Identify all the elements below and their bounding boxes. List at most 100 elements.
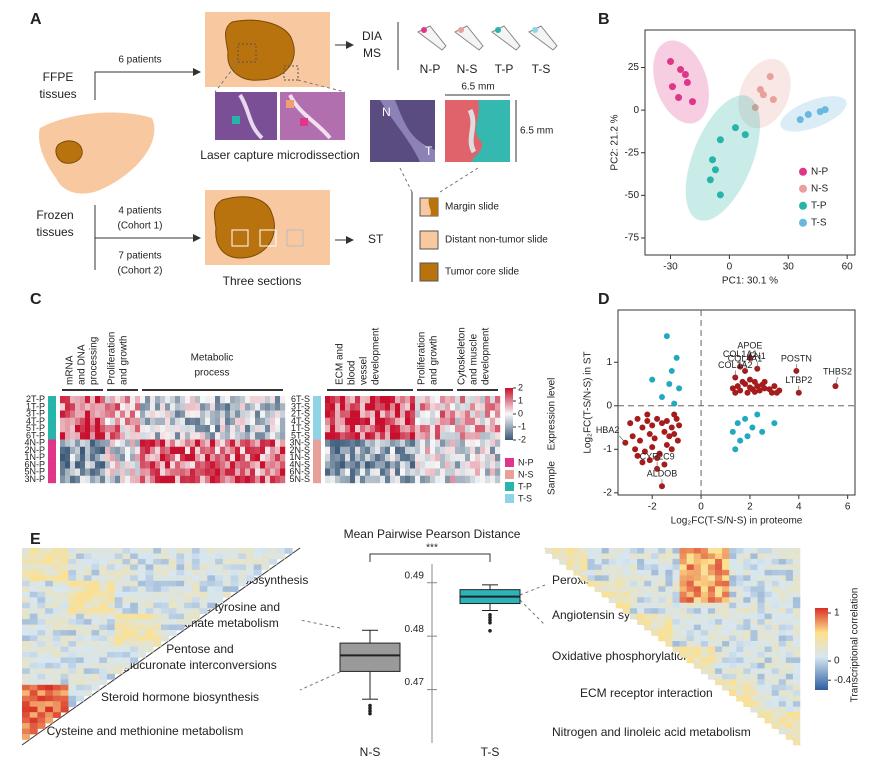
heatmap-cell (205, 439, 211, 447)
heatmap-cell (672, 553, 680, 560)
heatmap-cell (693, 597, 702, 604)
heatmap-cell (76, 646, 85, 653)
heatmap-cell (130, 591, 139, 598)
heatmap-cell (275, 454, 281, 462)
heatmap-cell (22, 597, 31, 604)
label: DIA (362, 29, 382, 43)
heatmap-cell (76, 569, 85, 576)
slide-icon (419, 230, 439, 250)
heatmap-cell (280, 403, 286, 411)
heatmap-cell (68, 613, 77, 620)
heatmap-cell (210, 432, 216, 440)
colorbar-tick-label: 1 (834, 608, 840, 619)
heatmap-cell (410, 446, 416, 455)
heatmap-cell (672, 646, 680, 653)
heatmap-cell (122, 608, 131, 614)
heatmap-cell (75, 454, 81, 462)
heatmap-cell (270, 417, 276, 426)
heatmap-cell (365, 439, 371, 447)
heatmap-cell (215, 475, 221, 484)
heatmap-cell (651, 613, 659, 620)
heatmap-cell (335, 417, 341, 426)
heatmap-cell (750, 608, 758, 614)
heatmap-cell (415, 454, 421, 462)
heatmap-cell (630, 558, 638, 565)
heatmap-cell (686, 564, 695, 571)
heatmap-cell (175, 410, 181, 418)
point (666, 433, 673, 440)
heatmap-cell (380, 403, 386, 411)
heatmap-cell (137, 602, 146, 609)
heatmap-cell (792, 701, 801, 707)
heatmap-cell (340, 468, 346, 476)
label: 4 patients (118, 206, 161, 217)
heatmap-cell (470, 475, 476, 484)
heatmap-cell (686, 657, 695, 664)
heatmap-cell (778, 624, 787, 631)
heatmap-cell (68, 619, 77, 625)
heatmap-cell (191, 602, 200, 609)
heatmap-cell (693, 646, 702, 653)
heatmap-cell (105, 410, 111, 418)
heatmap-cell (195, 446, 201, 455)
heatmap-cell (80, 468, 86, 476)
heatmap-cell (651, 569, 659, 576)
heatmap-cell (757, 695, 765, 702)
heatmap-cell (630, 613, 638, 620)
row-label: 1T-P (26, 401, 45, 411)
heatmap-cell (470, 417, 476, 426)
heatmap-cell (693, 591, 702, 598)
heatmap-cell (743, 558, 751, 565)
heatmap-cell (757, 575, 765, 582)
heatmap-cell (455, 432, 461, 440)
heatmap-cell (686, 624, 695, 631)
heatmap-cell (207, 564, 216, 571)
heatmap-cell (275, 403, 281, 411)
point (751, 388, 758, 395)
heatmap-cell (130, 602, 139, 609)
heatmap-cell (757, 684, 765, 691)
heatmap-cell (679, 651, 687, 658)
heatmap-cell (345, 468, 351, 476)
heatmap-cell (52, 690, 61, 697)
heatmap-cell (205, 425, 211, 433)
heatmap-cell (729, 548, 737, 554)
heatmap-cell (176, 624, 185, 631)
heatmap-cell (764, 662, 772, 669)
heatmap-cell (37, 706, 46, 713)
heatmap-cell (250, 468, 256, 476)
heatmap-cell (168, 608, 177, 614)
heatmap-cell (76, 684, 85, 691)
point (737, 437, 744, 444)
heatmap-cell (45, 575, 54, 582)
heatmap-cell (785, 586, 794, 593)
heatmap-cell (161, 569, 170, 576)
heatmap-cell (400, 432, 406, 440)
heatmap-cell (644, 624, 652, 631)
heatmap-cell (435, 410, 441, 418)
heatmap-cell (736, 575, 744, 582)
heatmap-cell (230, 558, 239, 565)
group-label: process (194, 368, 229, 379)
heatmap-cell (757, 630, 765, 636)
heatmap-cell (153, 619, 162, 625)
heatmap-cell (485, 454, 491, 462)
colorbar (505, 388, 513, 440)
heatmap-cell (470, 425, 476, 433)
heatmap-cell (130, 580, 139, 587)
heatmap-cell (191, 586, 200, 593)
point (711, 166, 719, 174)
outlier (368, 709, 372, 713)
point (649, 444, 656, 451)
heatmap-cell (415, 432, 421, 440)
heatmap-cell (425, 468, 431, 476)
heatmap-cell (106, 624, 115, 631)
heatmap-cell (435, 396, 441, 404)
heatmap-cell (729, 564, 737, 571)
heatmap-cell (199, 608, 208, 614)
heatmap-cell (65, 425, 71, 433)
heatmap-cell (170, 475, 176, 484)
heatmap-cell (106, 602, 115, 609)
heatmap-cell (764, 706, 772, 713)
point (629, 433, 636, 440)
